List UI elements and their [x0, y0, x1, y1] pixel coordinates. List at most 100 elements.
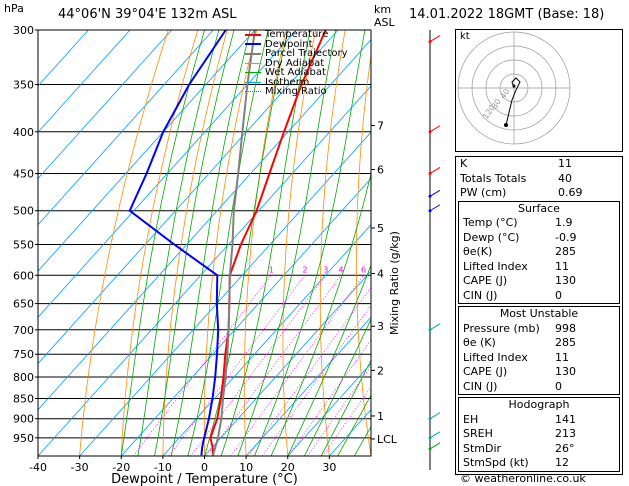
- dry-adiabat-line: [79, 30, 169, 456]
- legend-swatch: [245, 62, 261, 64]
- x-tick-label: 20: [281, 461, 295, 474]
- legend-swatch: [245, 91, 261, 93]
- pressure-tick-label: 650: [13, 298, 34, 311]
- km-tick-label: LCL: [377, 433, 398, 446]
- surface-row-label: θe(K): [463, 245, 493, 258]
- surface-row-value: 285: [555, 245, 576, 258]
- x-tick-label: -40: [29, 461, 47, 474]
- hodograph-trace: [505, 77, 521, 126]
- wind-barb: [429, 167, 441, 174]
- isotherm-line: [38, 30, 214, 226]
- isotherm-line: [38, 30, 131, 133]
- index-row: K 11: [456, 157, 622, 172]
- index-row-value: 40: [558, 171, 572, 185]
- mixing-ratio-label: 15: [413, 265, 423, 274]
- legend-label: Dewpoint: [265, 38, 313, 50]
- x-tick-label: 10: [239, 461, 253, 474]
- hodograph-end-dot: [504, 123, 508, 127]
- hodograph-row-value: 141: [555, 412, 576, 426]
- mixing-ratio-label: 2: [302, 265, 307, 274]
- isotherm-line: [38, 30, 172, 180]
- wet-adiabat-line: [254, 30, 366, 456]
- isotherm-line: [38, 30, 256, 272]
- hodograph-row-label: SREH: [463, 427, 493, 440]
- km-tick-label: 5: [377, 222, 384, 235]
- legend-swatch: [245, 72, 261, 74]
- copyright: © weatheronline.co.uk: [460, 472, 586, 485]
- mixing-ratio-line: [247, 286, 371, 456]
- wind-barb-dot: [428, 417, 432, 421]
- legend-item: Wet Adiabat: [245, 68, 348, 78]
- most-unstable-row-value: 11: [555, 350, 569, 364]
- wet-adiabat-line: [154, 30, 235, 456]
- dry-adiabat-line: [282, 30, 317, 456]
- wet-adiabat-line: [137, 30, 220, 456]
- wind-barb-dot: [428, 209, 432, 213]
- mixing-ratio-line: [307, 365, 371, 456]
- mixing-ratio-line: [206, 275, 342, 456]
- index-row: Totals Totals 40: [456, 172, 622, 187]
- legend-label: Wet Adiabat: [265, 67, 326, 78]
- wind-barb: [429, 204, 441, 212]
- mixing-ratio-label: 4: [339, 265, 344, 274]
- wind-barb-dot: [428, 447, 432, 451]
- wet-adiabat-line: [220, 30, 311, 456]
- hodograph-row-value: 213: [555, 427, 576, 440]
- pressure-tick-label: 400: [13, 126, 34, 139]
- surface-row: Lifted Index 11: [459, 260, 619, 275]
- most-unstable-row-value: 998: [555, 321, 576, 335]
- wet-adiabat-line: [187, 30, 269, 456]
- dry-adiabat-line: [203, 30, 258, 456]
- x-tick-label: -20: [112, 461, 130, 474]
- hodograph-row: StmDir 26°: [459, 442, 619, 457]
- mixing-ratio-line: [287, 339, 371, 456]
- mixing-ratio-line: [261, 304, 371, 456]
- wind-barb: [429, 189, 441, 197]
- wind-barb: [429, 442, 441, 450]
- surface-row-value: 0: [555, 288, 562, 302]
- isotherm-line: [204, 270, 371, 456]
- km-tick-label: 1: [377, 410, 384, 423]
- pressure-tick-label: 950: [13, 432, 34, 445]
- surface-row-value: 1.9: [555, 216, 573, 229]
- isotherm-line: [245, 316, 371, 456]
- pressure-tick-label: 600: [13, 269, 34, 282]
- datetime-label: 14.01.2022 18GMT (Base: 18): [409, 7, 605, 22]
- wind-barb-dot: [428, 171, 432, 175]
- surface-row-label: CIN (J): [463, 288, 498, 302]
- location-label: 44°06'N 39°04'E 132m ASL: [58, 7, 237, 22]
- surface-row-label: Temp (°C): [463, 216, 518, 229]
- surface-section: Surface Temp (°C) 1.9 Dewp (°C) -0.9 θe(K) 28…: [458, 200, 620, 304]
- most-unstable-row-label: Lifted Index: [463, 350, 528, 364]
- km-tick-label: 3: [377, 320, 384, 333]
- surface-title: Surface: [518, 201, 560, 215]
- hodograph-section: Hodograph EH 141 SREH 213 StmDir 26° StmSpd (k…: [458, 397, 620, 472]
- mixing-ratio-line: [230, 275, 364, 456]
- most-unstable-row: Pressure (mb) 998: [459, 322, 619, 337]
- km-tick-label: 2: [377, 364, 384, 377]
- wind-barb-dot: [428, 194, 432, 198]
- surface-row-label: Lifted Index: [463, 259, 528, 273]
- mixing-ratio-label: 6: [361, 265, 366, 274]
- mixing-ratio-line: [190, 275, 327, 456]
- mixing-ratio-label: 25: [445, 265, 455, 274]
- legend-label: Mixing Ratio: [265, 86, 327, 97]
- surface-row: CIN (J) 0: [459, 289, 619, 304]
- legend-label: Parcel Trajectory: [265, 48, 348, 59]
- wind-barb-dot: [428, 40, 432, 44]
- most-unstable-row-label: θe (K): [463, 336, 496, 349]
- legend-label: Temperature: [265, 29, 329, 40]
- index-row-label: PW (cm): [460, 186, 507, 199]
- wet-adiabat-line: [337, 394, 371, 456]
- indices-table: K 11 Totals Totals 40 PW (cm) 0.69 Surface Te…: [455, 156, 623, 475]
- pressure-tick-label: 450: [13, 167, 34, 180]
- pressure-tick-label: 800: [13, 371, 34, 384]
- most-unstable-row-value: 130: [555, 365, 576, 378]
- surface-row: Temp (°C) 1.9: [459, 216, 619, 231]
- surface-row: Dewp (°C) -0.9: [459, 231, 619, 246]
- dry-adiabat-line: [162, 30, 228, 456]
- legend-swatch: [245, 52, 261, 55]
- hodograph-row-label: StmDir: [463, 441, 502, 455]
- hodograph-row-label: EH: [463, 412, 479, 426]
